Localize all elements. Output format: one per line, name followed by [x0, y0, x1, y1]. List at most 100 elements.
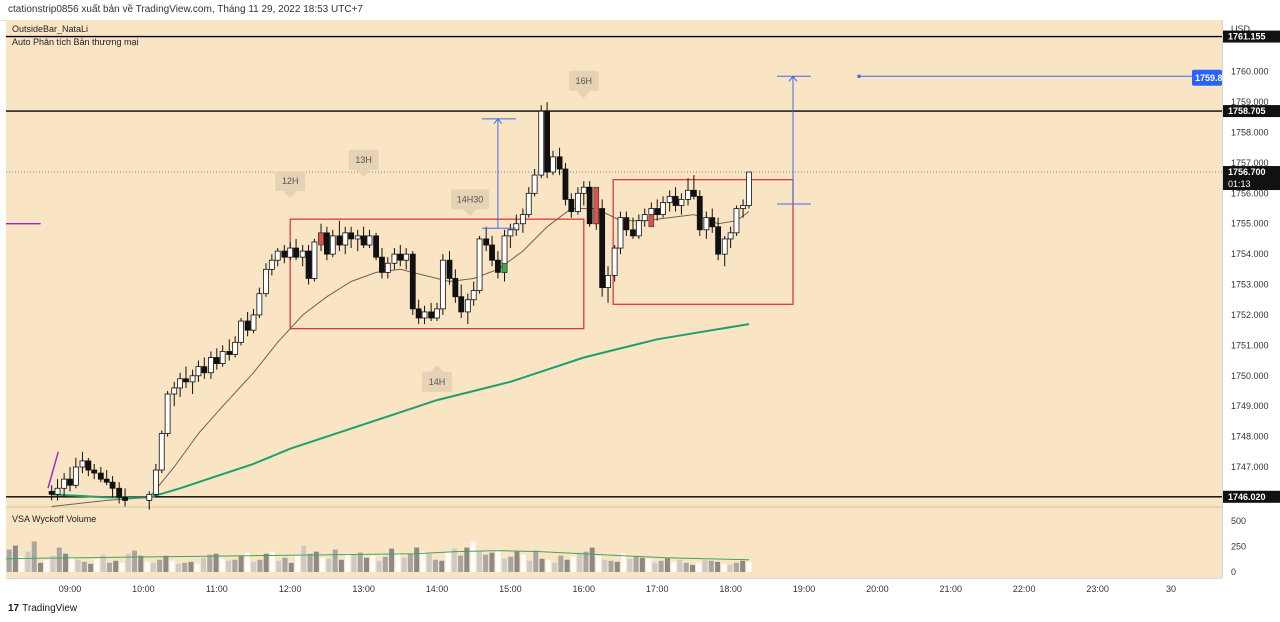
time-axis[interactable]: 09:00 10:00 11:00 12:00 13:00 14:00 15:00 16:00…	[6, 578, 1222, 599]
candle	[360, 226, 367, 249]
candle	[268, 254, 275, 276]
price-label-bg	[1223, 105, 1280, 118]
candle-body	[483, 238, 490, 246]
volume-bar	[175, 563, 181, 572]
candle	[61, 473, 68, 498]
candle-body	[244, 320, 251, 331]
candle-body	[250, 314, 257, 331]
candle-body	[384, 262, 391, 273]
volume-bar	[583, 551, 589, 572]
candle-body	[336, 235, 343, 246]
candle-body	[635, 220, 642, 237]
indicator-auto-analysis[interactable]: Auto Phân tích Bản thương mại	[12, 37, 139, 47]
candle-body	[599, 208, 606, 288]
footer: 17 TradingView	[0, 598, 1280, 622]
candle	[171, 381, 178, 407]
volume-bar	[533, 550, 539, 572]
candle	[544, 102, 550, 179]
candle	[519, 208, 526, 233]
volume-bar	[633, 556, 639, 572]
price-tick: 1748.000	[1231, 432, 1269, 442]
signal-candle	[501, 262, 508, 273]
volume-bar	[696, 562, 702, 572]
projection-arrow	[788, 75, 798, 82]
volume-tick: 0	[1231, 567, 1236, 577]
candle-body	[311, 241, 318, 279]
volume-bar	[207, 554, 213, 572]
candle	[660, 196, 666, 218]
indicator-outsidebar[interactable]: OutsideBar_NataLi	[12, 24, 89, 34]
volume-bar	[464, 547, 470, 572]
candle-body	[122, 496, 128, 501]
candle	[630, 217, 636, 239]
volume-bar	[439, 560, 445, 572]
candle	[244, 311, 251, 337]
candle	[575, 187, 581, 215]
volume-bar	[276, 560, 282, 572]
price-label: 1756.700	[1228, 167, 1266, 177]
candle	[379, 248, 385, 279]
price-label: 1759.8	[1195, 73, 1222, 83]
volume-bar	[50, 555, 56, 572]
candle	[164, 390, 171, 437]
candle	[54, 479, 61, 501]
volume-bar	[646, 558, 652, 572]
candle	[641, 208, 648, 227]
price-label-bg	[1223, 30, 1280, 43]
tradingview-logo[interactable]: 17 TradingView	[8, 603, 77, 614]
candle-body	[538, 110, 545, 176]
volume-bar	[150, 562, 156, 572]
candle-body	[342, 232, 349, 246]
candle	[373, 232, 379, 261]
price-chart[interactable]: 12H 13H 14H30 16H 14H 1759.8	[0, 20, 1223, 578]
volume-bar	[702, 559, 708, 572]
signal-candle	[648, 214, 655, 228]
candle-body	[476, 238, 483, 292]
candle-body	[568, 199, 575, 212]
candle-body	[391, 253, 398, 264]
time-tick: 14:00	[426, 584, 449, 594]
session-marker-bg	[568, 70, 599, 91]
volume-bar	[451, 548, 457, 572]
volume-bar	[320, 557, 326, 572]
candle-body	[116, 487, 123, 498]
volume-bar	[407, 553, 413, 572]
price-tick: 1760.000	[1231, 67, 1269, 77]
price-tick: 1749.000	[1231, 401, 1269, 411]
candle-body	[544, 110, 550, 173]
volume-bar	[75, 559, 81, 572]
volume-bar	[88, 563, 94, 572]
candle	[452, 269, 459, 303]
volume-bar	[338, 559, 344, 572]
candle-body	[452, 278, 459, 298]
candle-body	[213, 357, 220, 365]
candle-body	[171, 387, 178, 395]
candle-body	[696, 195, 703, 231]
indicator-vsa-volume[interactable]: VSA Wyckoff Volume	[12, 514, 97, 524]
candle-body	[305, 250, 312, 279]
candle	[599, 199, 606, 297]
candle-body	[226, 351, 233, 355]
volume-tick: 500	[1231, 516, 1246, 526]
candle-body	[470, 290, 477, 301]
price-axis[interactable]: USD 1760.000 1759.000 1758.000 1757.000 1756.…	[1222, 20, 1280, 578]
candle	[623, 211, 630, 236]
volume-bar	[244, 552, 250, 572]
purple-diagonal	[47, 451, 59, 489]
volume-bar	[652, 562, 658, 572]
candle-body	[575, 192, 581, 212]
volume-bar	[470, 541, 476, 572]
candle-body	[446, 259, 453, 279]
candle	[740, 199, 746, 218]
candle	[219, 345, 226, 367]
chart-area[interactable]: 12H 13H 14H30 16H 14H 1759.8	[0, 20, 1223, 578]
volume-bar	[721, 563, 727, 572]
volume-bar	[232, 559, 238, 572]
candle	[586, 181, 593, 227]
volume-bar	[194, 563, 200, 572]
candle-body	[691, 189, 697, 197]
session-marker: 12H	[275, 171, 306, 199]
time-tick: 20:00	[866, 584, 889, 594]
candle-body	[409, 253, 416, 310]
price-tick: 1751.000	[1231, 340, 1269, 350]
